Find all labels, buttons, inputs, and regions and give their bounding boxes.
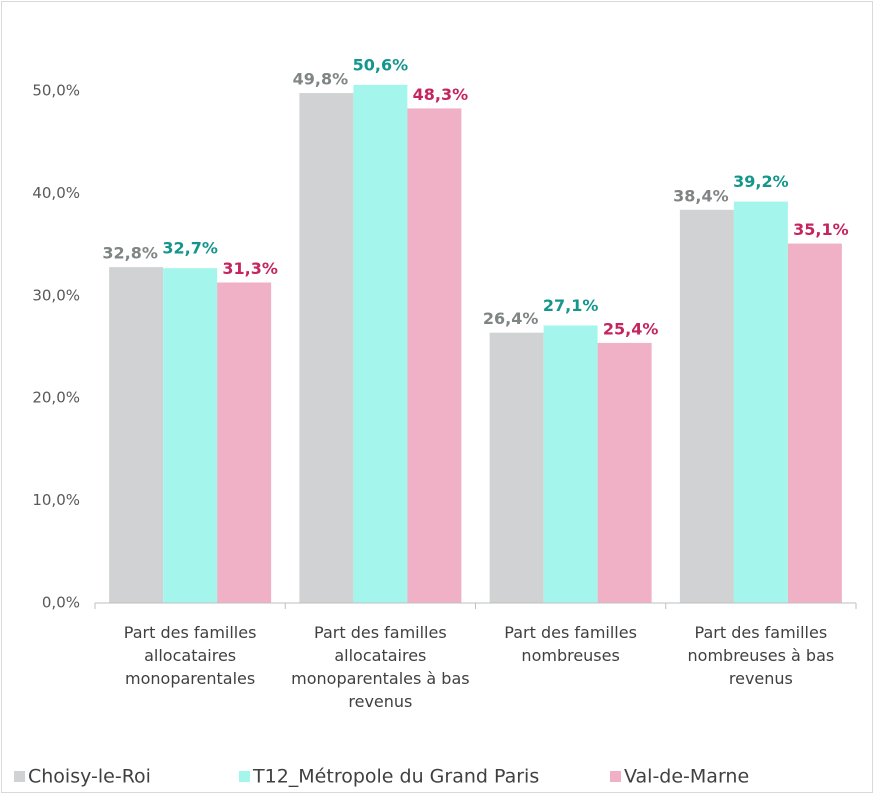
data-label: 25,4%	[603, 319, 659, 338]
bar	[109, 267, 164, 603]
bar	[489, 332, 544, 603]
x-tick-label: Part des familles allocataires monoparen…	[123, 623, 257, 688]
data-label: 39,2%	[733, 172, 789, 191]
legend-label: Val-de-Marne	[624, 766, 749, 788]
data-label: 32,7%	[162, 239, 218, 258]
legend-swatch	[239, 771, 250, 782]
bar	[217, 282, 272, 603]
legend-swatch	[610, 771, 621, 782]
x-tick-label: Part des familles nombreuses	[504, 623, 637, 665]
x-tick-label: Part des familles nombreuses à bas reven…	[687, 623, 835, 688]
bar	[299, 93, 354, 603]
y-tick-label: 30,0%	[32, 286, 80, 304]
legend-label: Choisy-le-Roi	[28, 766, 151, 788]
legend-label: T12_Métropole du Grand Paris	[252, 766, 539, 788]
data-label: 27,1%	[543, 296, 599, 315]
y-tick-label: 20,0%	[32, 389, 80, 407]
y-tick-label: 10,0%	[32, 491, 80, 509]
bar	[353, 84, 408, 603]
data-label: 50,6%	[353, 55, 409, 74]
y-tick-label: 50,0%	[32, 82, 80, 100]
legend-swatch	[14, 771, 25, 782]
y-tick-label: 0,0%	[42, 594, 80, 612]
data-label: 48,3%	[413, 85, 469, 104]
bar	[597, 342, 652, 603]
data-label: 35,1%	[793, 220, 849, 239]
data-label: 26,4%	[483, 309, 539, 328]
bar	[543, 325, 598, 603]
x-tick-label: Part des familles allocataires monoparen…	[291, 623, 470, 711]
data-label: 49,8%	[293, 70, 349, 89]
bar	[787, 243, 842, 604]
bar	[407, 108, 462, 604]
y-tick-label: 40,0%	[32, 184, 80, 202]
data-label: 38,4%	[673, 186, 729, 205]
bar	[733, 201, 788, 604]
data-label: 31,3%	[222, 259, 278, 278]
bar	[163, 268, 218, 603]
data-label: 32,8%	[102, 244, 158, 263]
bar	[679, 209, 734, 603]
